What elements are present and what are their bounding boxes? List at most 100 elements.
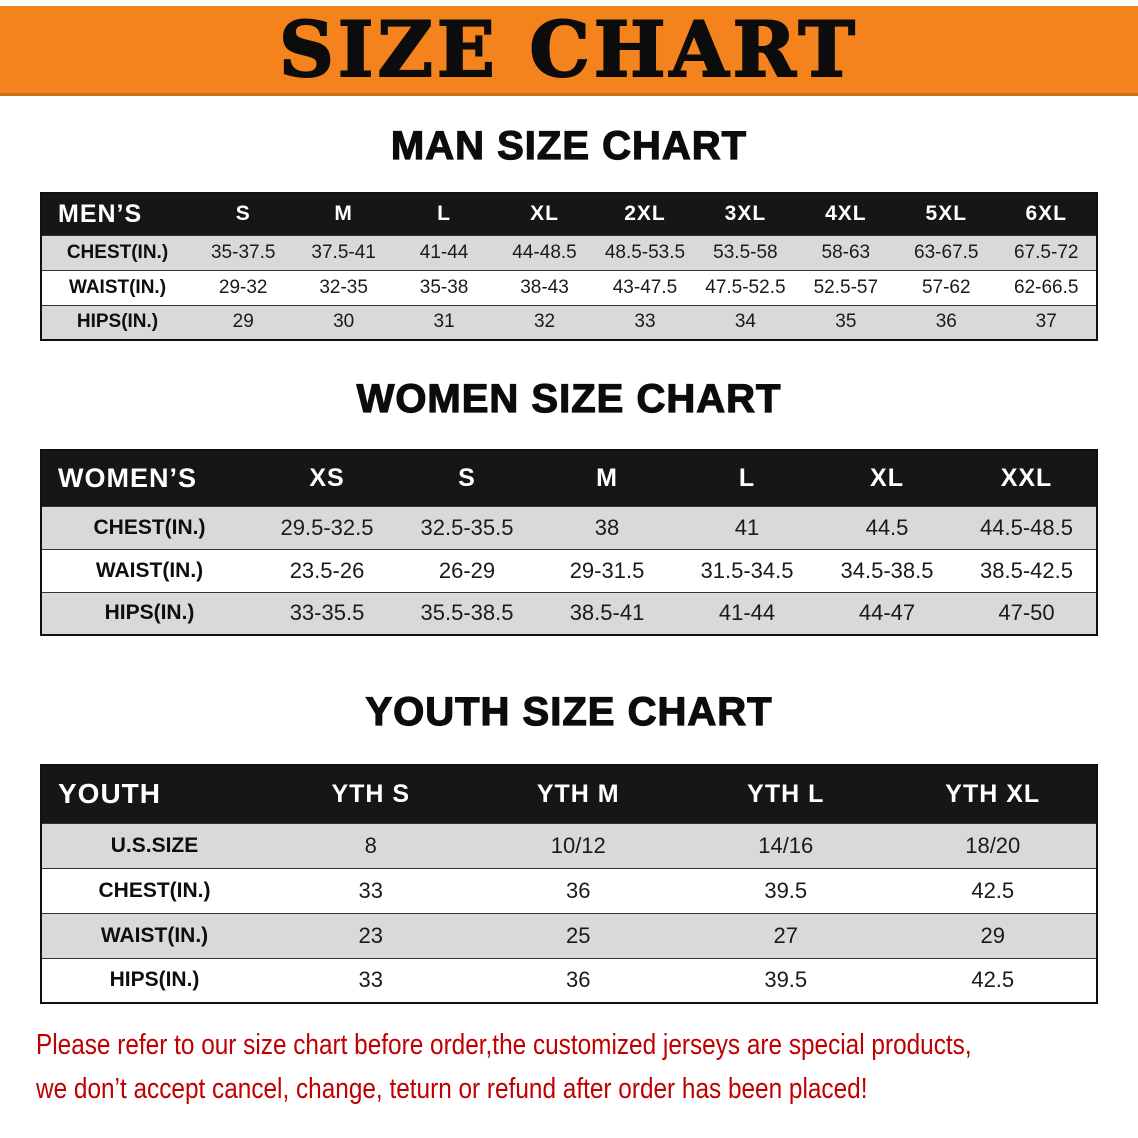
size-value-cell: 38 — [537, 505, 677, 549]
size-value-cell: 33 — [594, 304, 696, 340]
row-label-cell: WAIST(IN.) — [41, 912, 267, 958]
size-value-cell: 29 — [889, 912, 1097, 958]
row-label-cell: HIPS(IN.) — [41, 591, 257, 635]
size-value-cell: 36 — [474, 867, 682, 913]
size-column-header: YTH S — [267, 765, 475, 823]
size-column-header: XL — [817, 450, 957, 506]
disclaimer: Please refer to our size chart before or… — [36, 1024, 1138, 1111]
size-value-cell: 37.5-41 — [293, 234, 394, 270]
size-value-cell: 41-44 — [393, 234, 495, 270]
women-size-section: WOMEN SIZE CHART WOMEN’S XS S M L XL XXL CHEST(… — [0, 376, 1138, 636]
row-label-cell: HIPS(IN.) — [41, 304, 193, 340]
size-column-header: 2XL — [594, 193, 696, 235]
size-column-header: M — [293, 193, 394, 235]
size-value-cell: 31 — [393, 304, 495, 340]
size-value-cell: 44-47 — [817, 591, 957, 635]
size-value-cell: 34.5-38.5 — [817, 548, 957, 592]
size-column-header: 5XL — [896, 193, 997, 235]
size-column-header: 4XL — [795, 193, 897, 235]
size-column-header: L — [393, 193, 495, 235]
women-section-heading: WOMEN SIZE CHART — [356, 376, 782, 421]
size-value-cell: 35 — [795, 304, 897, 340]
disclaimer-line-1: Please refer to our size chart before or… — [36, 1029, 972, 1061]
size-value-cell: 35.5-38.5 — [397, 591, 537, 635]
row-label-cell: CHEST(IN.) — [41, 867, 267, 913]
size-value-cell: 34 — [695, 304, 796, 340]
size-value-cell: 31.5-34.5 — [677, 548, 817, 592]
size-value-cell: 58-63 — [795, 234, 897, 270]
size-value-cell: 52.5-57 — [795, 269, 897, 305]
size-column-header: 6XL — [996, 193, 1097, 235]
youth-size-section: YOUTH SIZE CHART YOUTH YTH S YTH M YTH L YTH… — [0, 689, 1138, 1004]
size-value-cell: 38-43 — [494, 269, 595, 305]
measurement-row: U.S.SIZE 8 10/12 14/16 18/20 — [41, 822, 1097, 868]
size-chart-page: SIZE CHART MAN SIZE CHART MEN’S S M L XL 2XL 3… — [0, 6, 1138, 1111]
size-column-header: L — [677, 450, 817, 506]
size-value-cell: 42.5 — [889, 957, 1097, 1003]
size-value-cell: 57-62 — [896, 269, 997, 305]
size-value-cell: 33-35.5 — [257, 591, 397, 635]
size-value-cell: 39.5 — [682, 867, 890, 913]
size-column-header: YTH M — [474, 765, 682, 823]
size-column-header: XS — [257, 450, 397, 506]
size-column-header: 3XL — [695, 193, 796, 235]
size-value-cell: 25 — [474, 912, 682, 958]
size-value-cell: 30 — [293, 304, 394, 340]
header-row: MEN’S S M L XL 2XL 3XL 4XL 5XL 6XL — [41, 193, 1097, 235]
size-value-cell: 41 — [677, 505, 817, 549]
size-value-cell: 37 — [996, 304, 1097, 340]
size-value-cell: 26-29 — [397, 548, 537, 592]
size-value-cell: 39.5 — [682, 957, 890, 1003]
size-value-cell: 35-38 — [393, 269, 495, 305]
measurement-row: HIPS(IN.) 33-35.5 35.5-38.5 38.5-41 41-44 44-… — [41, 591, 1097, 635]
size-value-cell: 33 — [267, 957, 475, 1003]
size-value-cell: 62-66.5 — [996, 269, 1097, 305]
measurement-row: WAIST(IN.) 23 25 27 29 — [41, 912, 1097, 958]
size-chart-banner: SIZE CHART — [0, 6, 1138, 96]
table-title-cell: MEN’S — [41, 193, 193, 235]
women-size-table: WOMEN’S XS S M L XL XXL CHEST(IN.) 29.5-32.5 32.5… — [40, 449, 1098, 636]
size-column-header: S — [397, 450, 537, 506]
size-value-cell: 14/16 — [682, 822, 890, 868]
size-column-header: YTH L — [682, 765, 890, 823]
size-value-cell: 10/12 — [474, 822, 682, 868]
men-section-heading: MAN SIZE CHART — [390, 123, 748, 168]
size-value-cell: 38.5-42.5 — [957, 548, 1097, 592]
row-label-cell: HIPS(IN.) — [41, 957, 267, 1003]
page-title: SIZE CHART — [278, 4, 859, 94]
size-value-cell: 38.5-41 — [537, 591, 677, 635]
size-value-cell: 48.5-53.5 — [594, 234, 696, 270]
table-title-cell: WOMEN’S — [41, 450, 257, 506]
row-label-cell: CHEST(IN.) — [41, 234, 193, 270]
measurement-row: CHEST(IN.) 29.5-32.5 32.5-35.5 38 41 44.5 44.5… — [41, 505, 1097, 549]
size-column-header: XXL — [957, 450, 1097, 506]
size-value-cell: 36 — [896, 304, 997, 340]
size-value-cell: 29 — [193, 304, 294, 340]
row-label-cell: CHEST(IN.) — [41, 505, 257, 549]
size-column-header: M — [537, 450, 677, 506]
size-value-cell: 23.5-26 — [257, 548, 397, 592]
size-value-cell: 43-47.5 — [594, 269, 696, 305]
size-value-cell: 29.5-32.5 — [257, 505, 397, 549]
size-value-cell: 18/20 — [889, 822, 1097, 868]
men-size-section: MAN SIZE CHART MEN’S S M L XL 2XL 3XL 4XL 5XL 6XL… — [0, 123, 1138, 341]
size-value-cell: 32-35 — [293, 269, 394, 305]
size-value-cell: 27 — [682, 912, 890, 958]
measurement-row: HIPS(IN.) 29 30 31 32 33 34 35 36 37 — [41, 304, 1097, 340]
size-value-cell: 63-67.5 — [896, 234, 997, 270]
size-value-cell: 47-50 — [957, 591, 1097, 635]
measurement-row: WAIST(IN.) 29-32 32-35 35-38 38-43 43-47.5 47.… — [41, 269, 1097, 305]
size-value-cell: 44-48.5 — [494, 234, 595, 270]
size-value-cell: 23 — [267, 912, 475, 958]
row-label-cell: WAIST(IN.) — [41, 548, 257, 592]
size-value-cell: 32 — [494, 304, 595, 340]
size-value-cell: 53.5-58 — [695, 234, 796, 270]
header-row: WOMEN’S XS S M L XL XXL — [41, 450, 1097, 506]
size-value-cell: 32.5-35.5 — [397, 505, 537, 549]
size-value-cell: 44.5-48.5 — [957, 505, 1097, 549]
size-value-cell: 47.5-52.5 — [695, 269, 796, 305]
measurement-row: HIPS(IN.) 33 36 39.5 42.5 — [41, 957, 1097, 1003]
size-value-cell: 44.5 — [817, 505, 957, 549]
measurement-row: WAIST(IN.) 23.5-26 26-29 29-31.5 31.5-34.5 34… — [41, 548, 1097, 592]
size-value-cell: 42.5 — [889, 867, 1097, 913]
